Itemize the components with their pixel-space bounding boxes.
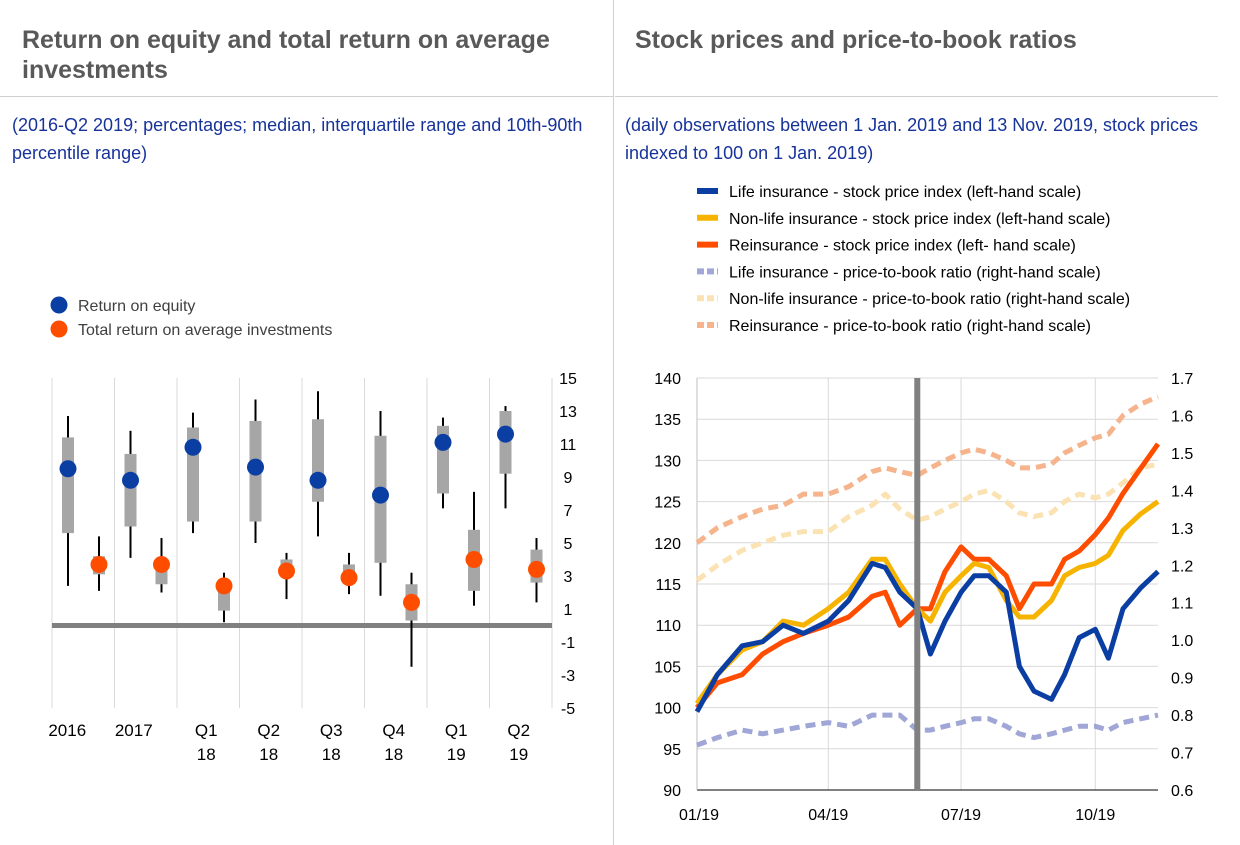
y-tick-label: -3 [561, 668, 575, 685]
y-right-tick-label: 1.1 [1171, 596, 1193, 613]
y-right-tick-label: 0.9 [1171, 671, 1193, 688]
x-tick-label: 01/19 [679, 807, 719, 824]
right-panel: Stock prices and price-to-book ratios (d… [615, 0, 1240, 845]
y-left-tick-label: 130 [654, 453, 681, 470]
y-right-tick-label: 1.5 [1171, 446, 1193, 463]
y-tick-label: 1 [564, 602, 573, 619]
median-dot-trai [403, 593, 420, 611]
box-chart: 15 13 11 9 7 5 3 1 -1 -3 -5 2016 2017 Q1 18 Q2 18 Q3 18 Q4 1… [48, 296, 577, 764]
y-right-tick-label: 1.7 [1171, 371, 1193, 388]
median-dot-roe [247, 458, 264, 476]
y-left-tick-label: 95 [663, 742, 681, 759]
y-tick-label: -1 [561, 635, 575, 652]
median-dot-roe [184, 438, 202, 456]
y-left-tick-label: 120 [654, 536, 681, 553]
x-category-label: 19 [509, 745, 528, 764]
y-right-tick-label: 1.4 [1171, 483, 1193, 500]
x-category-label: 18 [322, 745, 341, 764]
y-left-tick-label: 100 [654, 701, 681, 718]
right-title-rule [615, 96, 1218, 97]
x-category-label: 18 [259, 745, 278, 764]
y-tick-label: 5 [564, 536, 573, 553]
y-left-tick-label: 110 [655, 618, 681, 635]
y-left-tick-label: 105 [654, 659, 681, 676]
right-chart-subtitle: (daily observations between 1 Jan. 2019 … [625, 115, 1199, 163]
y-tick-label: 9 [564, 470, 573, 487]
x-category-label: 19 [447, 745, 466, 764]
median-dot-trai [340, 569, 358, 587]
legend-label: Reinsurance - stock price index (left- h… [729, 238, 1076, 255]
median-dot-roe [434, 433, 452, 451]
series-line-life_pb [696, 712, 1159, 748]
legend-label: Reinsurance - price-to-book ratio (right… [729, 318, 1091, 335]
y-tick-label: 13 [559, 404, 577, 421]
y-left-tick-label: 140 [654, 371, 681, 388]
right-chart-title: Stock prices and price-to-book ratios [635, 26, 1077, 54]
median-dot-roe [372, 486, 389, 504]
series-line-life_price [694, 560, 1160, 713]
y-right-tick-label: 1.6 [1171, 408, 1193, 425]
box-interquartile [312, 419, 324, 502]
y-tick-label: 3 [564, 569, 573, 586]
panel-divider [613, 0, 614, 845]
y-left-tick-label: 115 [655, 577, 681, 594]
x-category-label: 18 [384, 745, 403, 764]
legend-label: Life insurance - price-to-book ratio (ri… [729, 264, 1101, 281]
x-tick-label: 07/19 [941, 807, 981, 824]
x-category-label: Q1 [195, 721, 218, 740]
x-tick-label: 04/19 [808, 807, 848, 824]
legend-label: Non-life insurance - stock price index (… [729, 211, 1111, 228]
left-panel: Return on equity and total return on ave… [0, 0, 613, 845]
y-right-tick-label: 1.2 [1171, 558, 1193, 575]
median-dot-trai [528, 560, 545, 578]
x-category-label: Q3 [320, 721, 343, 740]
legend-label: Life insurance - stock price index (left… [729, 184, 1081, 201]
y-right-tick-label: 0.6 [1171, 783, 1193, 800]
x-tick-label: 10/19 [1075, 807, 1115, 824]
series-line-re_pb [695, 394, 1159, 545]
x-category-label: Q1 [445, 721, 468, 740]
line-chart: 140 135 130 125 120 115 110 105 100 95 90 1.7 1.6 1.5… [654, 184, 1193, 824]
legend-label: Return on equity [78, 298, 195, 315]
median-dot-trai [215, 577, 233, 595]
y-left-tick-label: 135 [654, 412, 681, 429]
median-dot-roe [309, 471, 327, 489]
series-line-re_price [695, 442, 1161, 710]
x-category-label: Q4 [382, 721, 405, 740]
y-tick-label: 15 [559, 371, 577, 388]
legend-marker [50, 320, 68, 338]
x-category-label: 2016 [48, 721, 86, 740]
box-interquartile [62, 437, 74, 534]
legend-marker [50, 296, 68, 314]
y-right-tick-label: 1.0 [1171, 633, 1193, 650]
left-title-rule [0, 96, 613, 97]
left-chart-title: Return on equity and total return on ave… [22, 26, 550, 84]
legend-label: Non-life insurance - price-to-book ratio… [729, 291, 1130, 308]
left-chart-subtitle: (2016-Q2 2019; percentages; median, inte… [12, 115, 583, 163]
y-tick-label: 11 [560, 437, 577, 454]
median-dot-trai [153, 555, 170, 573]
y-left-tick-label: 125 [654, 495, 681, 512]
box-interquartile [124, 453, 137, 527]
y-tick-label: -5 [561, 701, 575, 718]
x-category-label: 18 [197, 745, 216, 764]
median-dot-roe [122, 471, 139, 489]
median-dot-trai [90, 555, 108, 573]
y-right-tick-label: 0.8 [1171, 708, 1193, 725]
median-dot-roe [497, 425, 514, 443]
y-right-tick-label: 0.7 [1171, 746, 1193, 763]
median-dot-trai [278, 562, 295, 580]
series-line-nonlife_pb [695, 461, 1159, 583]
series-line-nonlife_price [694, 499, 1160, 705]
y-right-tick-label: 1.3 [1171, 521, 1193, 538]
x-category-label: Q2 [257, 721, 280, 740]
x-category-label: Q2 [507, 721, 530, 740]
y-tick-label: 7 [564, 503, 573, 520]
legend-label: Total return on average investments [78, 322, 332, 339]
x-category-label: 2017 [115, 721, 153, 740]
median-dot-trai [465, 551, 483, 568]
y-left-tick-label: 90 [663, 783, 681, 800]
median-dot-roe [59, 460, 77, 478]
